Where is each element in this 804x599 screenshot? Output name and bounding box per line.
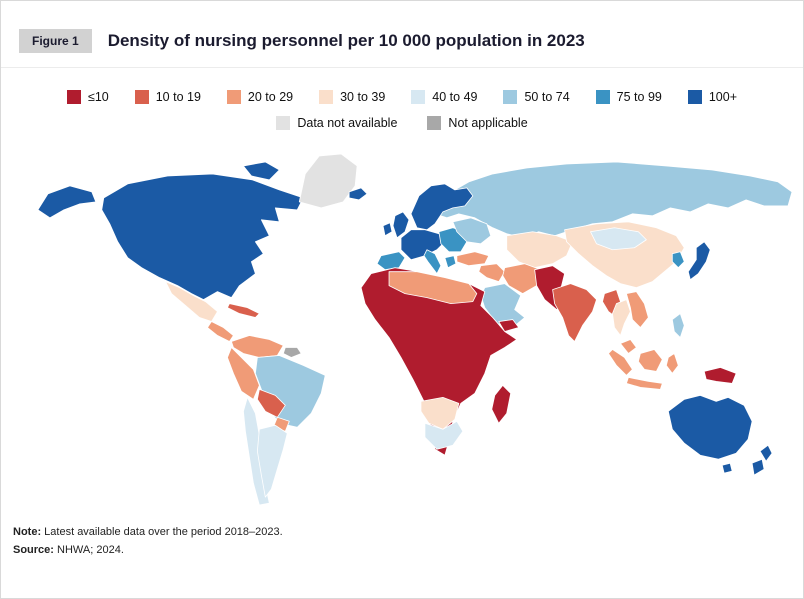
swatch-color xyxy=(319,90,334,104)
legend-swatch xyxy=(134,90,149,104)
legend-swatch xyxy=(503,90,518,104)
legend-swatch xyxy=(595,90,610,104)
region-southern-africa xyxy=(420,396,460,430)
legend-label: 100+ xyxy=(708,90,738,104)
source-text: NHWA; 2024. xyxy=(57,543,124,556)
region-north-africa xyxy=(388,271,478,304)
region-madagascar xyxy=(491,384,512,424)
legend-label: 40 to 49 xyxy=(432,90,478,104)
swatch-color xyxy=(595,90,610,104)
region-iceland xyxy=(348,187,368,201)
source-label: Source: xyxy=(13,543,54,556)
legend-item-30-39: 30 to 39 xyxy=(319,90,385,104)
legend-label: Not applicable xyxy=(448,116,528,130)
legend-label: 50 to 74 xyxy=(524,90,570,104)
swatch-color xyxy=(687,90,702,104)
source-line: Source: NHWA; 2024. xyxy=(13,543,803,559)
region-indochina xyxy=(626,291,649,328)
region-brazil xyxy=(254,355,326,428)
legend-row-extra: Data not available Not applicable xyxy=(1,116,803,130)
region-peru xyxy=(227,347,260,400)
region-colombia-venezuela xyxy=(231,335,284,358)
region-french-guiana xyxy=(282,347,302,358)
swatch-color xyxy=(66,90,81,104)
region-greenland xyxy=(298,153,358,209)
swatch-color xyxy=(276,116,291,130)
world-map-svg xyxy=(37,153,793,506)
region-kazakhstan-central-asia xyxy=(506,231,573,269)
region-western-europe xyxy=(400,229,446,261)
region-south-africa xyxy=(424,420,464,450)
legend-swatch xyxy=(427,116,442,130)
legend-label: 75 to 99 xyxy=(616,90,662,104)
legend-label: Data not available xyxy=(297,116,398,130)
region-new-zealand xyxy=(751,444,773,476)
figure-number-chip: Figure 1 xyxy=(19,29,92,53)
region-yemen xyxy=(498,319,520,332)
legend-item-50-74: 50 to 74 xyxy=(503,90,570,104)
region-malaysia xyxy=(620,339,637,354)
note-label: Note: xyxy=(13,526,42,539)
region-australia xyxy=(667,394,753,474)
region-turkey xyxy=(456,251,490,267)
legend-swatch xyxy=(276,116,291,130)
legend-item-100plus: 100+ xyxy=(687,90,738,104)
region-korea xyxy=(671,251,685,269)
legend-row-main: ≤10 10 to 19 20 to 29 30 to 39 40 to 49 … xyxy=(1,90,803,104)
region-africa-main xyxy=(360,267,518,456)
region-ukraine xyxy=(452,217,492,245)
legend-swatch xyxy=(687,90,702,104)
note-line: Note: Latest available data over the per… xyxy=(13,525,803,541)
region-uk-ireland xyxy=(382,211,410,239)
legend-swatch xyxy=(319,90,334,104)
legend-swatch xyxy=(66,90,81,104)
map-legend: ≤10 10 to 19 20 to 29 30 to 39 40 to 49 … xyxy=(1,90,803,130)
region-caribbean xyxy=(227,303,260,318)
region-india xyxy=(552,283,597,342)
note-text: Latest available data over the period 20… xyxy=(44,526,283,539)
swatch-color xyxy=(427,116,442,130)
figure-footnotes: Note: Latest available data over the per… xyxy=(1,517,803,559)
legend-item-not-applicable: Not applicable xyxy=(427,116,528,130)
swatch-color xyxy=(226,90,241,104)
legend-label: 10 to 19 xyxy=(155,90,201,104)
world-choropleth-map xyxy=(1,146,803,517)
legend-item-10-19: 10 to 19 xyxy=(134,90,201,104)
figure-header: Figure 1 Density of nursing personnel pe… xyxy=(1,1,803,68)
region-mongolia xyxy=(590,227,647,251)
region-central-america xyxy=(207,321,234,342)
region-japan xyxy=(687,241,711,281)
swatch-color xyxy=(411,90,426,104)
legend-item-20-29: 20 to 29 xyxy=(226,90,294,104)
region-mexico xyxy=(165,281,218,322)
swatch-color xyxy=(503,90,518,104)
legend-item-75-99: 75 to 99 xyxy=(595,90,662,104)
legend-label: 20 to 29 xyxy=(247,90,294,104)
region-iran xyxy=(502,263,542,295)
legend-swatch xyxy=(411,90,426,104)
legend-label: 30 to 39 xyxy=(340,90,386,104)
region-levant-iraq xyxy=(478,263,506,283)
region-argentina xyxy=(256,424,288,498)
swatch-color xyxy=(134,90,149,104)
region-philippines xyxy=(671,313,685,338)
region-papua-new-guinea xyxy=(703,367,737,384)
legend-label: ≤10 xyxy=(87,90,109,104)
region-canada-usa xyxy=(37,161,304,301)
legend-swatch xyxy=(226,90,241,104)
region-indonesia xyxy=(608,349,679,390)
legend-item-40-49: 40 to 49 xyxy=(411,90,477,104)
region-scandinavia xyxy=(410,183,474,231)
figure-title: Density of nursing personnel per 10 000 … xyxy=(107,31,585,50)
legend-item-not-available: Data not available xyxy=(276,116,397,130)
legend-item-le10: ≤10 xyxy=(66,90,109,104)
region-thailand xyxy=(612,299,631,336)
